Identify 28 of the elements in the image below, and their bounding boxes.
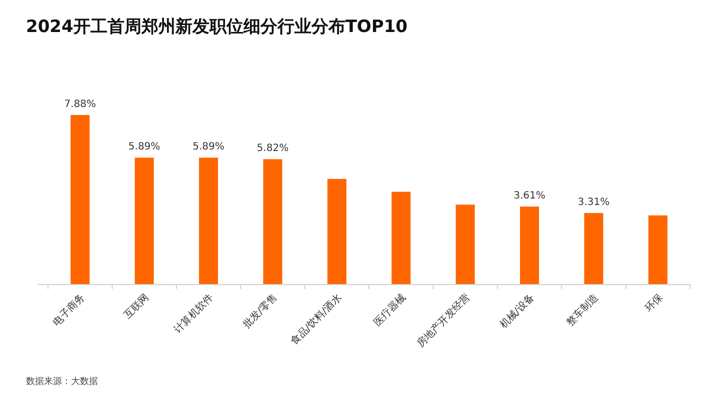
x-tick-label: 机械/设备 [497, 292, 537, 331]
bar [456, 204, 475, 284]
x-tick-label: 整车制造 [564, 292, 601, 328]
bar [648, 215, 668, 284]
bar [327, 178, 346, 284]
bar [392, 192, 411, 284]
data-label: 7.88% [64, 99, 96, 110]
x-tick-label: 批发/零售 [240, 292, 280, 331]
data-label: 5.82% [256, 143, 289, 154]
source-note: 数据来源：大数据 [26, 376, 98, 387]
bar [70, 115, 90, 284]
bar [134, 158, 154, 284]
x-tick-label: 房地产开发经营 [414, 292, 472, 350]
bar [263, 159, 282, 284]
bar [520, 206, 539, 284]
x-tick-label: 环保 [643, 292, 666, 314]
bar [584, 213, 604, 284]
chart-title: 2024开工首周郑州新发职位细分行业分布TOP10 [26, 17, 408, 37]
x-tick-label: 电子商务 [50, 292, 88, 328]
data-label: 5.89% [192, 142, 224, 153]
x-tick-label: 医疗器械 [371, 292, 408, 328]
bar [199, 158, 218, 284]
data-label: 3.61% [514, 190, 546, 202]
data-label: 5.89% [128, 142, 160, 153]
data-label: 3.31% [578, 197, 610, 208]
x-tick-label: 互联网 [122, 292, 152, 322]
x-tick-label: 食品/饮料/酒水 [288, 292, 344, 348]
x-tick-label: 计算机软件 [172, 292, 216, 336]
